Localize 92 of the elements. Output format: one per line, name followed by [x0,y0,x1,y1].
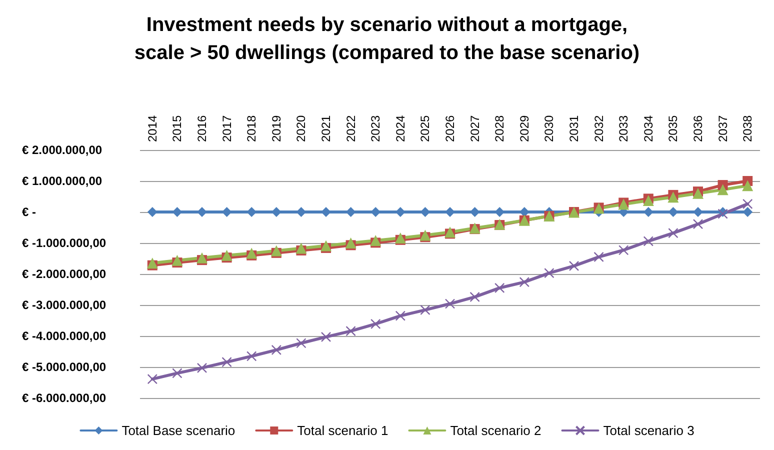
x-tick-label: 2021 [319,114,333,142]
point [296,207,306,217]
point [494,282,505,294]
x-tick-label: 2024 [393,114,408,142]
x-tick-label: 2025 [418,114,432,142]
point [345,238,356,248]
y-tick-label: € -1.000.000,00 [22,236,106,250]
x-tick-label: 2033 [616,114,631,142]
point [320,332,332,342]
chart-title: Investment needs by scenario without a mortgage, scale > 50 dwellings (compared to the base scenario) [134,14,640,64]
x-tick-label: 2020 [294,114,308,142]
point [196,252,208,264]
point [271,344,282,356]
point [742,180,754,192]
point [618,245,629,256]
point [147,207,158,217]
y-tick-label: € 2.000.000,00 [22,143,102,157]
point [519,276,530,288]
point [147,374,158,384]
point [246,207,257,217]
x-tick-label: 2034 [641,114,656,142]
point [444,298,456,309]
x-tick-label: 2017 [220,114,234,142]
x-tick-label: 2028 [492,114,507,142]
point [370,318,381,330]
x-tick-label: 2022 [344,114,358,142]
y-tick-label: € -6.000.000,00 [22,391,106,405]
point [346,207,356,217]
point [470,207,480,217]
point [246,351,257,362]
point [668,228,678,238]
x-tick-label: 2032 [592,114,606,142]
point [668,192,679,203]
x-tick-label: 2015 [170,114,184,142]
y-tick-label: € -4.000.000,00 [22,329,106,343]
point [395,310,406,321]
legend-label: Total scenario 3 [603,423,694,438]
point [196,362,208,374]
x-tick-label: 2018 [244,114,259,142]
point [197,207,207,217]
point [642,195,654,206]
point [146,258,158,269]
x-tick-label: 2014 [145,114,160,142]
legend-label: Total Base scenario [122,423,236,438]
point [693,207,703,217]
point [172,368,182,378]
x-tick-label: 2037 [716,114,730,142]
x-tick-label: 2019 [269,114,284,142]
x-tick-label: 2038 [740,114,755,142]
point [420,304,430,316]
y-tick-label: € -2.000.000,00 [22,267,106,281]
point [320,240,332,252]
x-tick-label: 2035 [666,114,680,142]
x-tick-label: 2023 [368,114,383,142]
point [643,236,654,246]
y-tick-label: € - [22,205,36,219]
point [222,356,232,368]
point [321,207,331,217]
x-tick-label: 2029 [517,114,532,142]
point [742,198,753,210]
point [445,207,455,217]
point [692,218,704,230]
x-tick-label: 2026 [443,114,457,142]
y-tick-label: € -3.000.000,00 [22,298,106,312]
point [717,184,728,196]
x-tick-label: 2016 [195,114,209,142]
point [568,260,580,272]
point [172,254,183,266]
point [222,207,232,217]
point [420,230,431,241]
point [296,242,307,254]
x-tick-label: 2031 [567,114,581,142]
legend-label: Total scenario 1 [297,423,388,438]
point [544,268,554,278]
y-tick-label: € -5.000.000,00 [22,360,106,374]
point [668,207,678,217]
point [370,235,382,246]
point [221,250,232,261]
point [246,248,258,259]
x-tick-label: 2036 [691,114,705,142]
x-tick-label: 2030 [542,114,556,142]
x-tick-label: 2027 [468,114,482,142]
y-tick-label: € 1.000.000,00 [22,174,102,188]
point [172,207,182,217]
point [420,207,430,217]
point [270,245,282,256]
point [346,326,356,336]
point [296,338,306,348]
point [594,252,604,262]
legend-label: Total scenario 2 [450,423,542,438]
point [742,207,753,217]
point [470,292,480,302]
